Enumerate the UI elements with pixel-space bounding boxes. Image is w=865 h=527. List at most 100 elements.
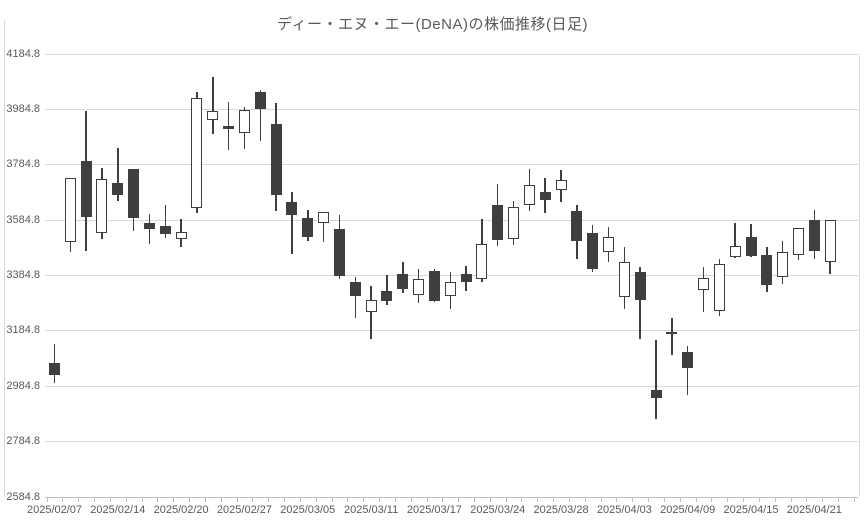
candle-2025-02-25 <box>207 110 219 121</box>
x-axis-tick <box>157 497 159 502</box>
gridline <box>45 164 858 166</box>
x-axis-tick <box>315 497 317 502</box>
candle-2025-04-09 <box>682 351 694 368</box>
x-axis-tick <box>109 497 111 502</box>
candle-2025-03-17 <box>428 270 440 301</box>
y-axis-label: 3984.8 <box>6 102 40 115</box>
candle-wick <box>227 101 230 150</box>
candle-2025-02-14 <box>112 182 124 195</box>
candle-wick <box>212 77 214 134</box>
candle-2025-02-07 <box>49 363 60 376</box>
x-axis-label: 2025/04/03 <box>596 504 652 516</box>
x-axis-label: 2025/03/28 <box>533 504 589 516</box>
x-axis-tick <box>442 497 444 502</box>
plot-border-right <box>858 54 860 497</box>
candle-2025-04-01 <box>587 233 599 269</box>
x-axis-tick <box>173 497 175 502</box>
gridline <box>45 496 858 498</box>
candle-wick <box>291 192 293 255</box>
x-axis-tick <box>426 497 428 502</box>
gridline <box>45 275 858 276</box>
candle-2025-04-22 <box>824 219 836 263</box>
candle-2025-03-07 <box>333 228 345 276</box>
x-axis-tick <box>822 497 824 502</box>
x-axis-label: 2025/02/27 <box>216 504 272 516</box>
y-axis-label: 2784.8 <box>6 435 40 448</box>
candle-2025-04-16 <box>761 254 773 285</box>
candle-2025-04-02 <box>603 237 615 253</box>
y-axis-label: 2584.8 <box>6 490 40 503</box>
candle-2025-03-03 <box>270 123 282 196</box>
x-axis-tick <box>853 497 855 502</box>
x-axis-tick <box>363 497 365 502</box>
candle-wick <box>354 277 357 319</box>
candle-2025-04-17 <box>777 252 789 278</box>
x-axis-tick <box>663 497 665 502</box>
candle-2025-03-26 <box>523 184 535 206</box>
x-axis-tick <box>695 497 697 502</box>
x-axis-tick <box>505 497 507 502</box>
candle-2025-04-21 <box>808 219 820 251</box>
y-axis-label: 3184.8 <box>6 324 40 337</box>
candle-wick <box>53 343 56 383</box>
x-axis-tick <box>189 497 191 502</box>
x-axis-tick <box>410 497 412 502</box>
candle-2025-03-06 <box>318 212 330 223</box>
x-axis-tick <box>46 497 48 502</box>
candle-2025-02-18 <box>143 223 155 229</box>
x-axis-label: 2025/04/21 <box>786 504 842 516</box>
candle-2025-04-07 <box>650 389 662 399</box>
candle-2025-03-27 <box>539 192 551 201</box>
y-axis-label: 4184.8 <box>6 47 40 60</box>
candle-2025-03-12 <box>381 290 393 301</box>
x-axis-tick <box>394 497 396 502</box>
x-axis-tick <box>790 497 792 502</box>
x-axis-tick <box>284 497 286 502</box>
x-axis-tick <box>473 497 475 502</box>
candle-wick <box>164 205 167 238</box>
x-axis-tick <box>584 497 586 502</box>
x-axis-tick <box>331 497 333 502</box>
candle-2025-03-28 <box>555 180 567 191</box>
x-axis-tick <box>252 497 254 502</box>
candle-2025-03-04 <box>286 202 298 216</box>
x-axis-label: 2025/03/11 <box>343 504 399 516</box>
x-axis-tick <box>537 497 539 502</box>
x-axis-tick <box>648 497 650 502</box>
x-axis-tick <box>727 497 729 502</box>
x-axis-tick <box>347 497 349 502</box>
chart-title: ディー・エヌ・エー(DeNA)の株価推移(日足) <box>277 16 588 33</box>
candle-wick <box>117 148 119 202</box>
x-axis-tick <box>774 497 776 502</box>
x-axis-tick <box>299 497 301 502</box>
candle-wick <box>639 267 641 340</box>
candle-2025-03-24 <box>492 205 504 240</box>
gridline <box>45 108 858 110</box>
x-axis-tick <box>458 497 460 502</box>
candle-wick <box>686 346 689 396</box>
candle-2025-02-21 <box>191 97 203 209</box>
candle-2025-03-31 <box>571 211 583 241</box>
x-axis-tick <box>568 497 570 502</box>
x-axis-tick <box>521 497 523 502</box>
candle-2025-02-26 <box>223 125 235 130</box>
x-axis-tick <box>62 497 64 502</box>
x-axis-label: 2025/04/09 <box>660 504 716 516</box>
candle-2025-04-15 <box>745 236 757 256</box>
x-axis-tick <box>616 497 618 502</box>
candle-2025-02-12 <box>80 161 92 217</box>
x-axis-tick <box>125 497 127 502</box>
x-axis-label: 2025/03/24 <box>470 504 526 516</box>
candle-wick <box>734 222 736 259</box>
candle-2025-04-11 <box>713 263 725 312</box>
candle-2025-03-25 <box>508 206 520 240</box>
y-axis-label: 3384.8 <box>6 269 40 281</box>
x-axis-tick <box>489 497 491 502</box>
x-axis-tick <box>838 497 840 502</box>
candle-2025-04-18 <box>793 228 804 255</box>
gridline <box>45 441 858 443</box>
candle-wick <box>148 213 151 245</box>
chart-frame-left <box>4 20 5 497</box>
candle-2025-03-21 <box>476 244 488 280</box>
x-axis-label: 2025/03/17 <box>406 504 462 516</box>
